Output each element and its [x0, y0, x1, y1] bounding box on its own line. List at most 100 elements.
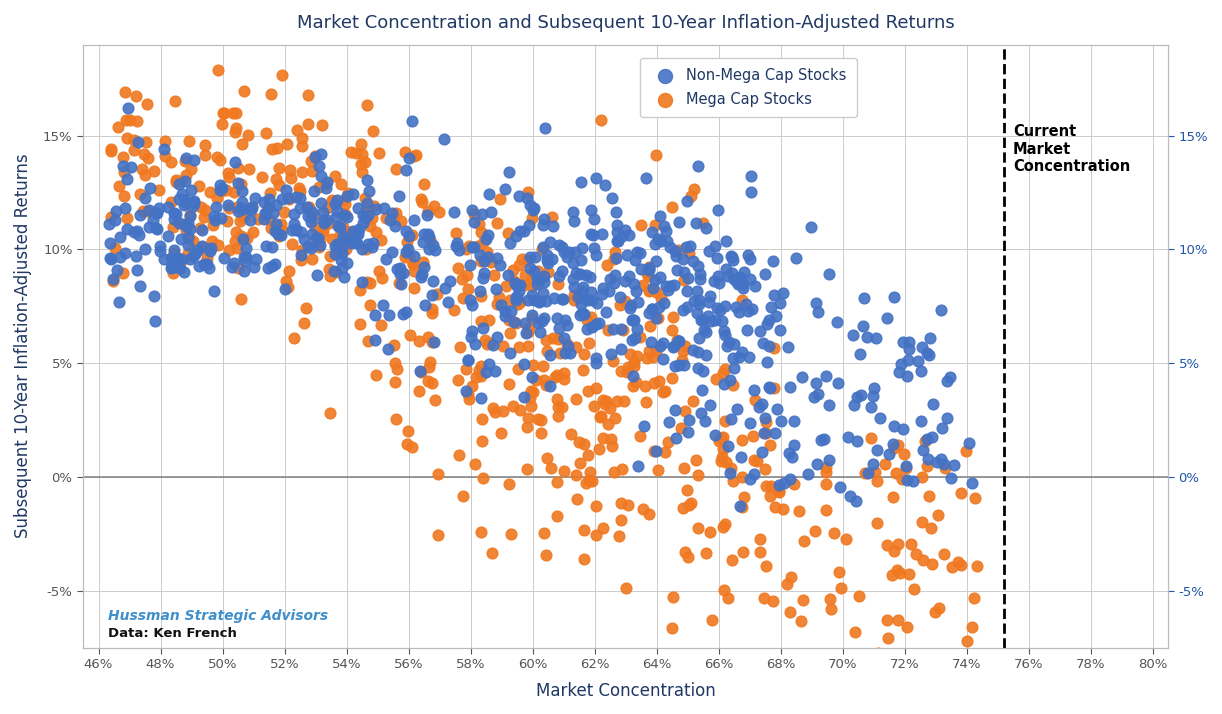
- Mega Cap Stocks: [235, 86, 254, 97]
- Non-Mega Cap Stocks: [721, 413, 741, 425]
- Non-Mega Cap Stocks: [903, 475, 923, 486]
- Non-Mega Cap Stocks: [528, 278, 547, 289]
- Mega Cap Stocks: [299, 202, 319, 213]
- Mega Cap Stocks: [233, 211, 253, 223]
- Non-Mega Cap Stocks: [604, 323, 623, 335]
- Non-Mega Cap Stocks: [738, 249, 758, 261]
- Mega Cap Stocks: [962, 621, 981, 633]
- Non-Mega Cap Stocks: [767, 403, 787, 414]
- Mega Cap Stocks: [530, 414, 550, 426]
- Non-Mega Cap Stocks: [500, 166, 519, 177]
- Non-Mega Cap Stocks: [847, 436, 866, 447]
- Mega Cap Stocks: [951, 487, 970, 498]
- Non-Mega Cap Stocks: [291, 249, 310, 261]
- Non-Mega Cap Stocks: [183, 195, 203, 206]
- Mega Cap Stocks: [197, 253, 216, 264]
- Mega Cap Stocks: [615, 395, 634, 406]
- Mega Cap Stocks: [816, 478, 836, 490]
- Mega Cap Stocks: [566, 393, 585, 404]
- Non-Mega Cap Stocks: [400, 231, 419, 242]
- Non-Mega Cap Stocks: [257, 208, 276, 220]
- Non-Mega Cap Stocks: [607, 219, 627, 231]
- Non-Mega Cap Stocks: [899, 336, 919, 348]
- Mega Cap Stocks: [466, 459, 485, 471]
- Non-Mega Cap Stocks: [269, 228, 288, 240]
- Non-Mega Cap Stocks: [554, 293, 573, 305]
- Text: Current
Market
Concentration: Current Market Concentration: [1013, 124, 1130, 174]
- Mega Cap Stocks: [578, 449, 598, 461]
- Non-Mega Cap Stocks: [507, 281, 527, 292]
- Non-Mega Cap Stocks: [390, 262, 409, 273]
- Mega Cap Stocks: [191, 222, 210, 233]
- Mega Cap Stocks: [557, 338, 577, 350]
- Non-Mega Cap Stocks: [649, 301, 668, 313]
- Non-Mega Cap Stocks: [582, 286, 601, 298]
- Non-Mega Cap Stocks: [204, 285, 224, 296]
- Non-Mega Cap Stocks: [601, 348, 621, 360]
- Non-Mega Cap Stocks: [627, 323, 646, 335]
- Non-Mega Cap Stocks: [558, 340, 578, 351]
- Non-Mega Cap Stocks: [461, 331, 480, 343]
- Non-Mega Cap Stocks: [521, 263, 540, 274]
- Non-Mega Cap Stocks: [358, 238, 378, 250]
- Mega Cap Stocks: [116, 114, 136, 126]
- Mega Cap Stocks: [468, 241, 488, 252]
- Non-Mega Cap Stocks: [131, 280, 150, 291]
- Non-Mega Cap Stocks: [286, 223, 306, 235]
- Non-Mega Cap Stocks: [170, 262, 189, 273]
- Mega Cap Stocks: [103, 275, 122, 286]
- Non-Mega Cap Stocks: [678, 427, 698, 438]
- Mega Cap Stocks: [411, 366, 430, 378]
- Non-Mega Cap Stocks: [557, 320, 577, 331]
- Non-Mega Cap Stocks: [500, 347, 519, 358]
- Non-Mega Cap Stocks: [705, 430, 725, 441]
- Non-Mega Cap Stocks: [731, 451, 750, 463]
- Non-Mega Cap Stocks: [365, 310, 385, 321]
- Non-Mega Cap Stocks: [607, 226, 627, 238]
- Mega Cap Stocks: [269, 180, 288, 191]
- Mega Cap Stocks: [302, 253, 321, 265]
- Non-Mega Cap Stocks: [720, 467, 739, 478]
- Non-Mega Cap Stocks: [725, 338, 744, 350]
- Mega Cap Stocks: [569, 436, 589, 448]
- Mega Cap Stocks: [136, 169, 155, 181]
- Mega Cap Stocks: [574, 438, 594, 449]
- Non-Mega Cap Stocks: [571, 176, 590, 187]
- Non-Mega Cap Stocks: [654, 221, 673, 232]
- Mega Cap Stocks: [211, 186, 231, 197]
- Mega Cap Stocks: [200, 186, 220, 198]
- Mega Cap Stocks: [722, 462, 742, 473]
- Non-Mega Cap Stocks: [183, 251, 203, 262]
- Mega Cap Stocks: [313, 223, 332, 234]
- Non-Mega Cap Stocks: [192, 241, 211, 252]
- Non-Mega Cap Stocks: [185, 154, 204, 166]
- Non-Mega Cap Stocks: [524, 295, 544, 306]
- Mega Cap Stocks: [370, 266, 390, 277]
- Mega Cap Stocks: [210, 155, 230, 166]
- Mega Cap Stocks: [266, 222, 286, 233]
- Non-Mega Cap Stocks: [347, 227, 367, 238]
- Non-Mega Cap Stocks: [593, 288, 612, 299]
- Non-Mega Cap Stocks: [359, 186, 379, 197]
- Non-Mega Cap Stocks: [716, 236, 736, 247]
- Non-Mega Cap Stocks: [804, 391, 824, 403]
- Non-Mega Cap Stocks: [756, 356, 776, 368]
- Mega Cap Stocks: [709, 435, 728, 446]
- Non-Mega Cap Stocks: [204, 211, 224, 222]
- Non-Mega Cap Stocks: [770, 324, 789, 336]
- Mega Cap Stocks: [688, 522, 708, 533]
- Non-Mega Cap Stocks: [291, 202, 310, 213]
- Non-Mega Cap Stocks: [313, 206, 332, 218]
- Non-Mega Cap Stocks: [771, 416, 791, 427]
- Mega Cap Stocks: [785, 478, 804, 489]
- Mega Cap Stocks: [965, 492, 985, 503]
- Non-Mega Cap Stocks: [844, 399, 864, 411]
- Non-Mega Cap Stocks: [188, 244, 208, 256]
- Mega Cap Stocks: [611, 365, 631, 376]
- Non-Mega Cap Stocks: [306, 151, 325, 163]
- Mega Cap Stocks: [734, 491, 754, 503]
- Mega Cap Stocks: [290, 185, 309, 196]
- Non-Mega Cap Stocks: [210, 184, 230, 196]
- Mega Cap Stocks: [890, 567, 909, 578]
- Non-Mega Cap Stocks: [651, 236, 671, 247]
